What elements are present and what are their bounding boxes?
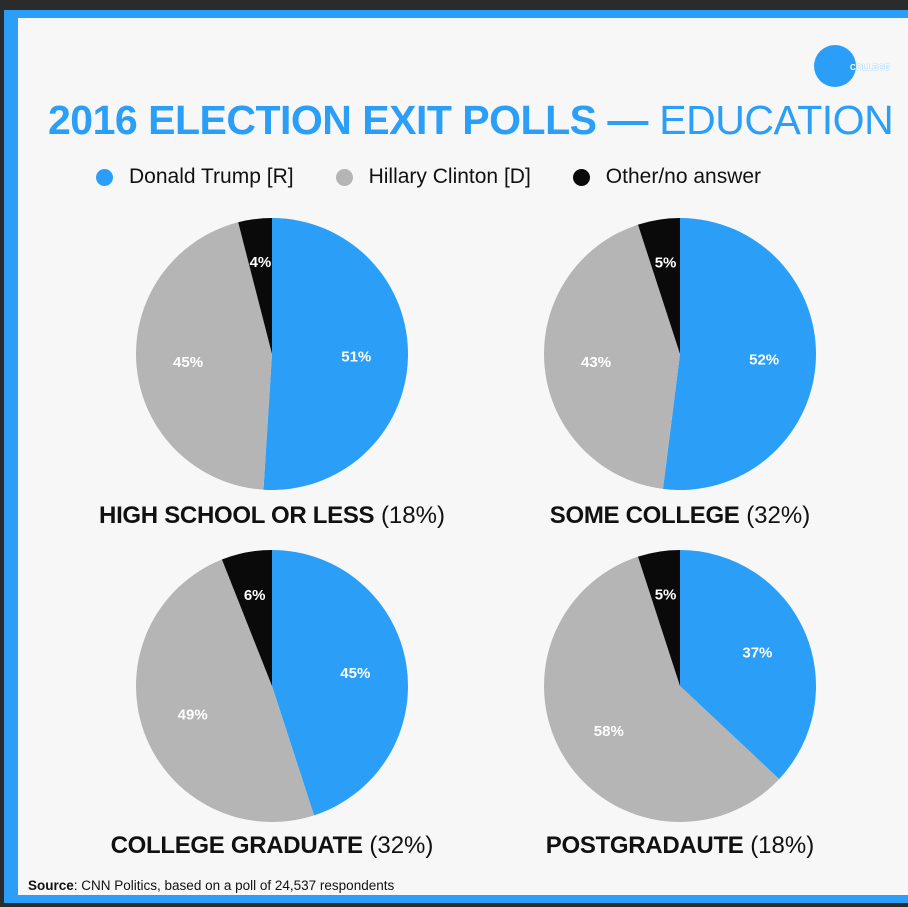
data-label-other: 4% [250,254,272,271]
data-label-trump: 51% [341,349,371,366]
caption-postgraduate: POSTGRADAUTE (18%) [460,832,900,860]
caption-share: (18%) [750,832,815,859]
source-text: : CNN Politics, based on a poll of 24,53… [73,878,395,893]
caption-share: (32%) [369,832,434,859]
legend-dot-clinton-icon [335,168,353,186]
data-label-clinton: 49% [178,707,208,724]
caption-label: SOME COLLEGE [549,502,740,529]
pie-slice-other [238,218,272,354]
data-label-trump: 45% [340,665,370,682]
legend-item-trump: Donald Trump [R] [96,165,294,189]
pie-postgraduate: 37% 58% 5% [544,550,816,822]
pie-slice-trump [680,550,816,780]
data-label-clinton: 43% [581,354,611,371]
pie-slice-trump [662,218,816,490]
caption-label: HIGH SCHOOL OR LESS [99,502,375,529]
pie-slice-clinton [544,224,680,489]
pie-slice-other [637,218,680,354]
title-sub: EDUCATION [659,97,894,143]
pie-slice-other [221,550,272,686]
caption-label: COLLEGE GRADUATE [110,832,363,859]
legend-item-other: Other/no answer [572,165,762,189]
logo-text: COLLEGE [850,63,891,72]
pie-slice-clinton [136,559,315,822]
chart-title: 2016 ELECTION EXIT POLLS — EDUCATION [48,96,908,144]
caption-share: (18%) [380,502,445,529]
pie-slice-trump [263,218,409,490]
pie-slice-trump [272,550,408,816]
data-label-clinton: 58% [594,723,624,740]
pie-slice-other [637,550,680,686]
pie-slice-clinton [544,556,780,822]
pie-college-graduate: 45% 49% 6% [136,550,408,822]
source-label: Source [28,878,74,893]
legend-label-clinton: Hillary Clinton [D] [368,165,531,188]
legend-label-other: Other/no answer [605,165,762,188]
source-note: Source: CNN Politics, based on a poll of… [28,878,394,893]
data-label-trump: 52% [749,351,779,368]
caption-some-college: SOME COLLEGE (32%) [460,502,900,530]
legend-dot-trump-icon [96,168,113,186]
legend-item-clinton: Hillary Clinton [D] [335,165,531,189]
logo: COLLEGE [814,45,904,93]
chart-frame: COLLEGE 2016 ELECTION EXIT POLLS — EDUCA… [4,10,908,903]
legend: Donald Trump [R] Hillary Clinton [D] Oth… [96,162,803,192]
data-label-other: 5% [655,587,677,604]
data-label-trump: 37% [742,645,772,662]
legend-dot-other-icon [572,168,590,186]
pie-slice-clinton [136,222,272,490]
pie-some-college: 52% 43% 5% [544,218,816,490]
caption-share: (32%) [746,502,811,529]
data-label-other: 6% [244,587,266,604]
chart-panel: COLLEGE 2016 ELECTION EXIT POLLS — EDUCA… [18,18,908,895]
caption-label: POSTGRADAUTE [545,832,744,859]
caption-high-school-or-less: HIGH SCHOOL OR LESS (18%) [52,502,492,530]
logo-circle-icon [814,45,856,87]
pie-high-school-or-less: 51% 45% 4% [136,218,409,490]
caption-college-graduate: COLLEGE GRADUATE (32%) [52,832,492,860]
data-label-clinton: 45% [173,354,203,371]
data-label-other: 5% [655,255,677,272]
legend-label-trump: Donald Trump [R] [129,165,294,188]
title-main: 2016 ELECTION EXIT POLLS — [48,97,648,143]
